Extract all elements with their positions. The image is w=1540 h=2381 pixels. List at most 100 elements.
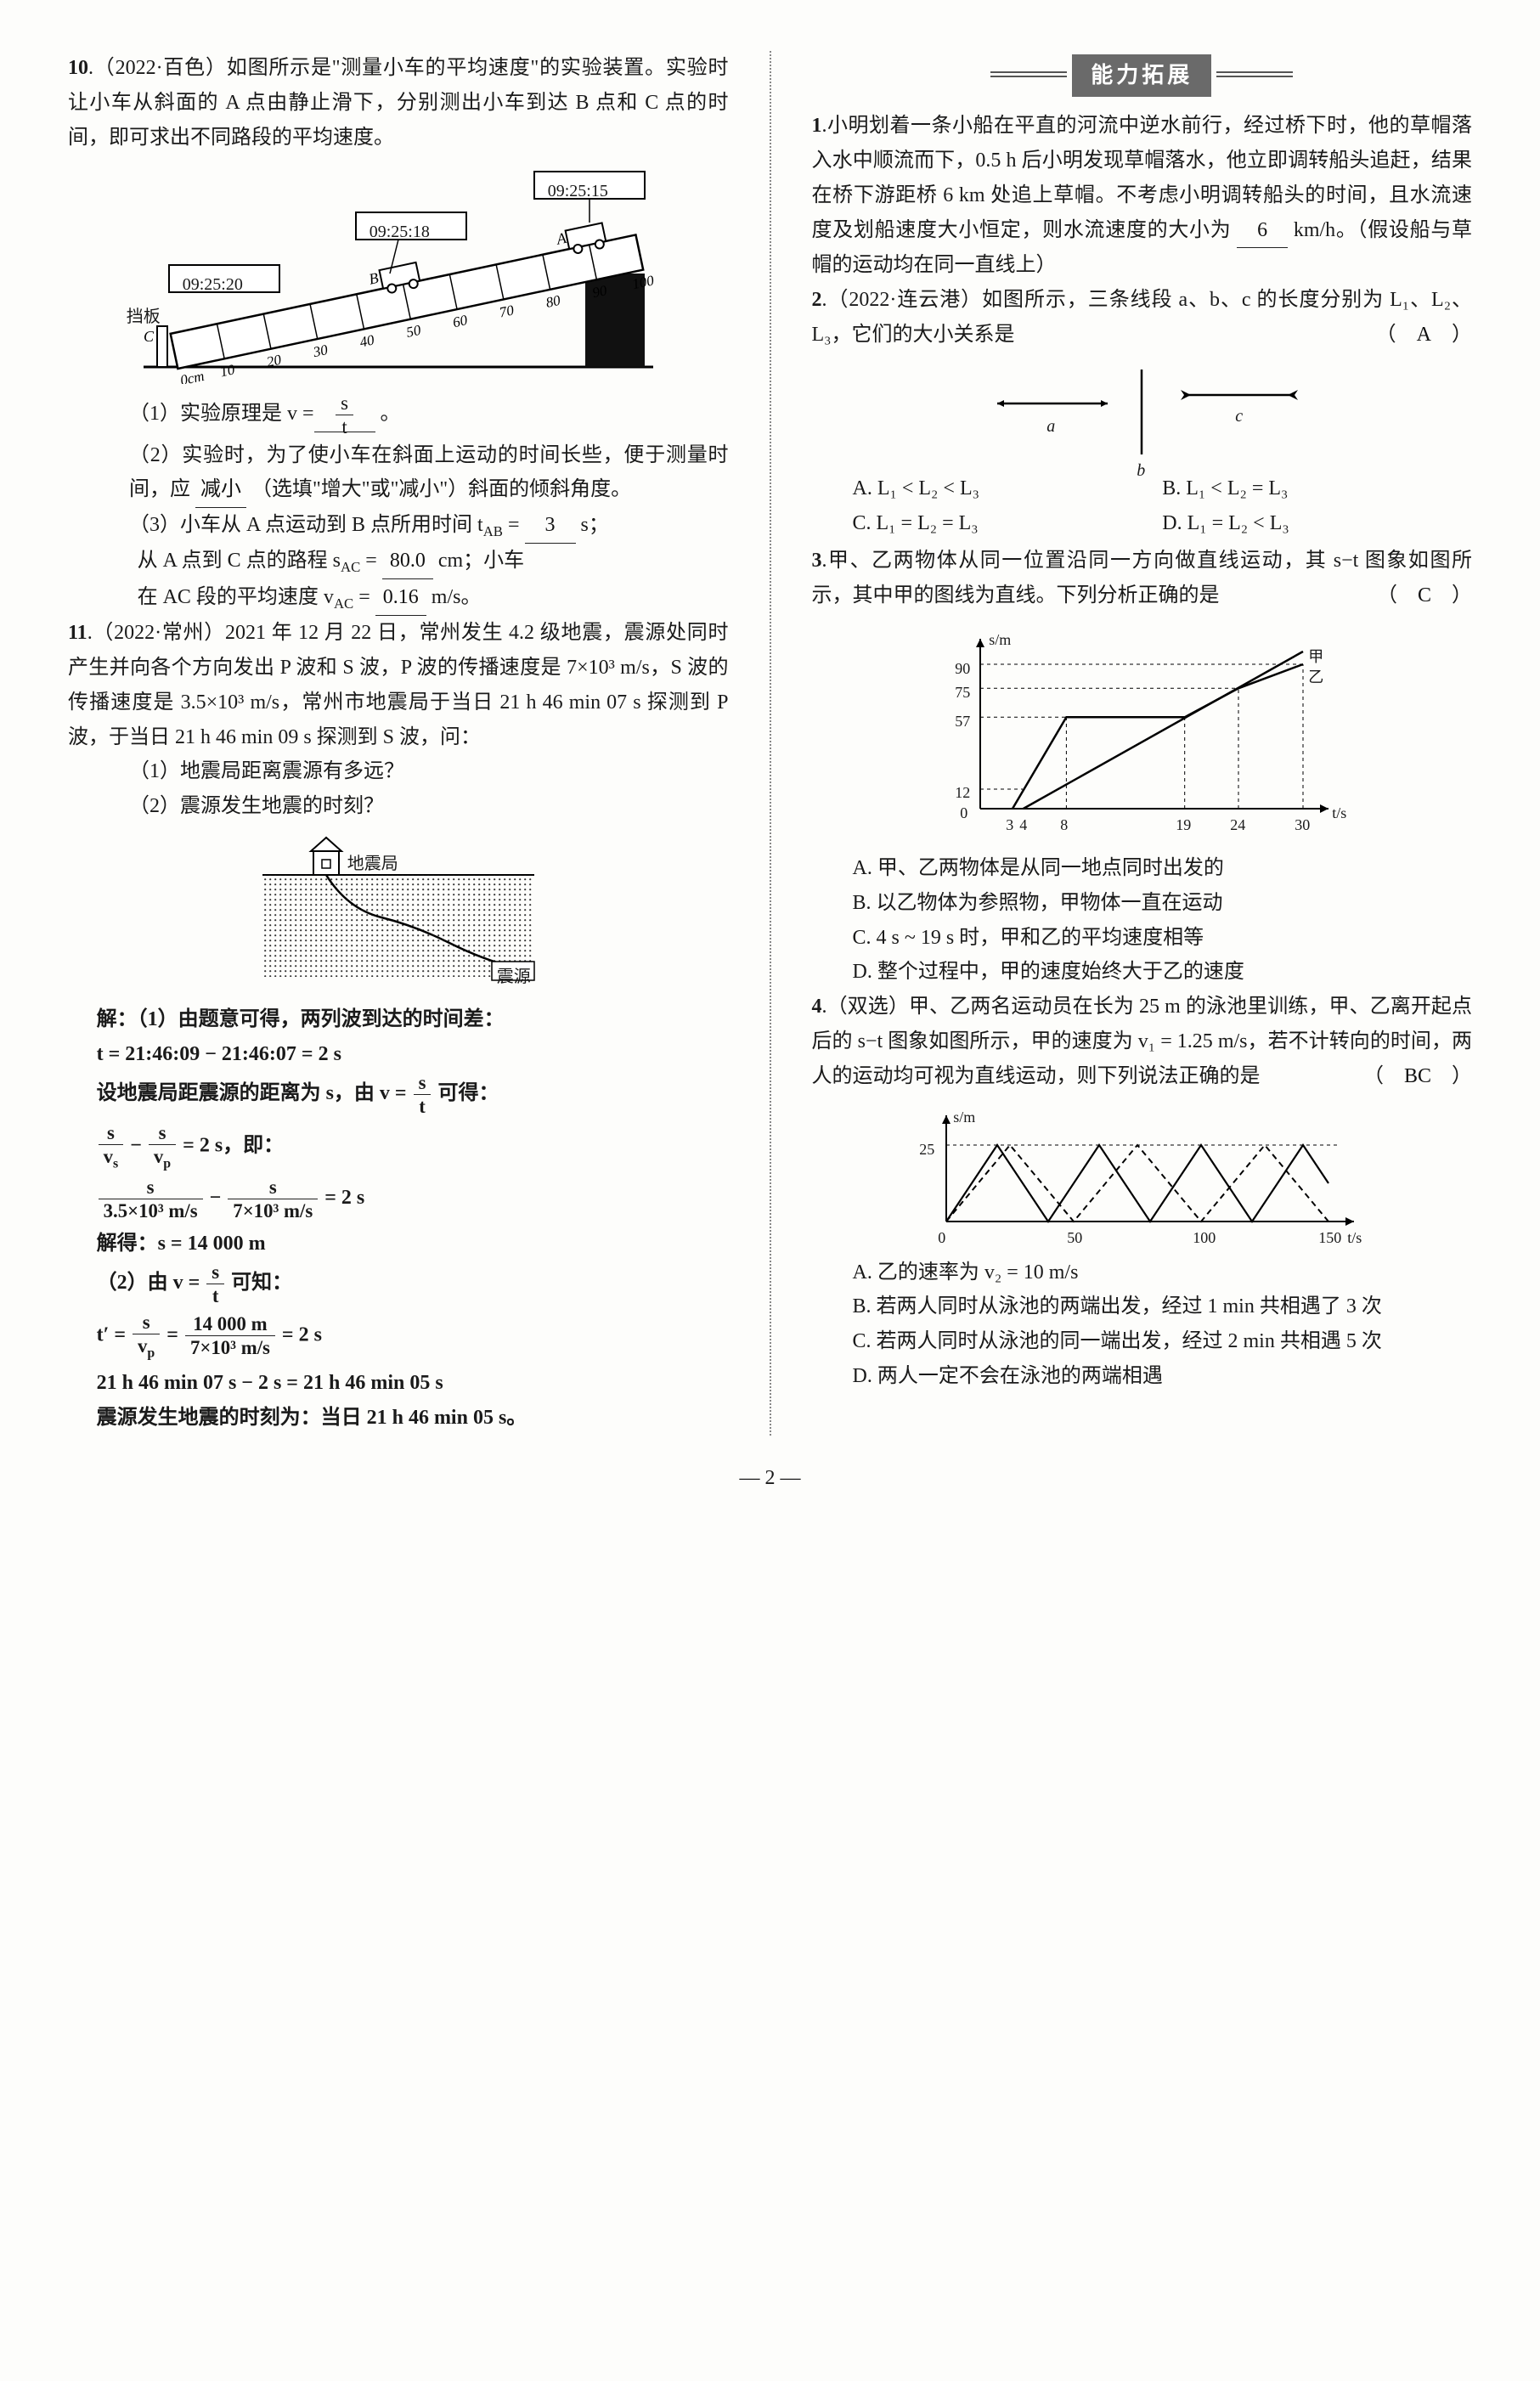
q10-p3a-unit: s；: [576, 514, 609, 536]
rq3-x5: 30: [1295, 812, 1310, 838]
rq2-num: 2: [812, 289, 822, 311]
q11-sol4-eq: = 2 s，即：: [183, 1134, 284, 1156]
q10-p3b-blank: 80.0: [382, 544, 433, 579]
rq2-seg-a: a: [1046, 412, 1055, 441]
rq4-ylabel: s/m: [953, 1104, 975, 1131]
f4ds1: s: [113, 1156, 118, 1171]
q11-sol7a: （2）由 v =: [97, 1272, 200, 1294]
q10-p1: （1）实验原理是 v = s t 。: [68, 392, 729, 437]
frac-den: t: [336, 415, 353, 437]
rq4-y25: 25: [919, 1137, 934, 1163]
q10-p2: （2）实验时，为了使小车在斜面上运动的时间长些，便于测量时间，应 减小 （选填"…: [68, 438, 729, 509]
q11-sol7b: 可知：: [231, 1272, 292, 1294]
q10-p3b-t: 从 A 点到 C 点的路程 s: [138, 550, 341, 572]
q10-p3c-t: 在 AC 段的平均速度 v: [138, 586, 334, 608]
rq3-optB: B. 以乙物体为参照物，甲物体一直在运动: [812, 886, 1473, 921]
q10-p3a: （3）小车从 A 点运动到 B 点所用时间 tAB = 3 s；: [68, 508, 729, 544]
q11-sol7: （2）由 v = st 可知：: [97, 1261, 729, 1306]
rq3-stem: 甲、乙两物体从同一位置沿同一方向做直线运动，其 s−t 图象如图所示，其中甲的图…: [812, 550, 1473, 607]
q10-time-b: 09:25:18: [369, 217, 430, 246]
f7n: s: [206, 1261, 224, 1284]
q11-p2: （2）震源发生地震的时刻？: [68, 789, 729, 824]
q11-sol4: svs − svp = 2 s，即：: [97, 1122, 729, 1171]
rq2-figure: a b c: [812, 361, 1473, 463]
rq3-y1: 12: [955, 780, 970, 806]
q11-sol3b: 可得：: [437, 1082, 499, 1104]
f5d2: 7×10³ m/s: [228, 1199, 318, 1222]
rq3-leg2: 乙: [1308, 664, 1323, 691]
q11-sol9: 21 h 46 min 07 s − 2 s = 21 h 46 min 05 …: [97, 1366, 729, 1401]
q10-num: 10: [68, 57, 88, 79]
q11-sol6: 解得：s = 14 000 m: [97, 1227, 729, 1261]
rq3-y4: 90: [955, 656, 970, 682]
q11-sol5-eq: = 2 s: [324, 1187, 364, 1209]
rq2-src: （2022·连云港）: [827, 289, 983, 311]
rq3-y2: 57: [955, 708, 970, 735]
q10-p3c-sub: AC: [334, 595, 353, 612]
q10-p3c-unit: m/s。: [426, 586, 482, 608]
q11-sol8: t′ = svp = 14 000 m7×10³ m/s = 2 s: [97, 1312, 729, 1361]
f4n1: s: [99, 1122, 124, 1145]
q11-num: 11: [68, 622, 87, 644]
q11-sol4-min: −: [130, 1134, 147, 1156]
frac-num: s: [336, 392, 353, 415]
rq3-figure: s/m t/s 0 12 57 75 90 3 4 8 19 24 30 甲 乙: [812, 622, 1473, 843]
rq4-figure: s/m 25 0 50 100 150 t/s: [812, 1103, 1473, 1247]
q10-baffle-label: 挡板: [127, 302, 161, 331]
rq4-ans: BC: [1404, 1059, 1431, 1094]
rq2-optD: D. L₁ = L₂ < L₃: [1162, 506, 1472, 541]
rq4-pre: （双选）: [827, 996, 909, 1018]
f7d: t: [206, 1284, 224, 1306]
rq3-optD: D. 整个过程中，甲的速度始终大于乙的速度: [812, 955, 1473, 990]
rq4-optD: D. 两人一定不会在泳池的两端相遇: [812, 1359, 1473, 1394]
q10-p1-prefix: （1）实验原理是 v =: [129, 403, 314, 425]
q10-p3a-sub: AB: [483, 523, 503, 539]
q10-time-a: 09:25:15: [548, 177, 608, 206]
rq3-xlabel: t/s: [1332, 800, 1346, 827]
f-d: t: [414, 1095, 432, 1117]
q10-p1-suffix: 。: [381, 403, 401, 425]
q11-stem: 11.（2022·常州）2021 年 12 月 22 日，常州发生 4.2 级地…: [68, 616, 729, 754]
q10-figure: 0cm 10 20 30 40 50 60 70 80 90 100: [68, 163, 729, 384]
rq2-seg-b: b: [1137, 456, 1145, 485]
q11-sol10: 震源发生地震的时刻为：当日 21 h 46 min 05 s。: [97, 1401, 729, 1436]
rq2-ans: A: [1417, 318, 1431, 353]
q10-src: （2022·百色）: [93, 57, 227, 79]
rq3-num: 3: [812, 550, 822, 572]
rq3-ans: C: [1418, 578, 1431, 613]
q10-p3b-sub: AC: [341, 559, 360, 575]
rq3-optC: C. 4 s ~ 19 s 时，甲和乙的平均速度相等: [812, 921, 1473, 956]
q11-sol8-eq1: =: [166, 1323, 183, 1346]
q11-sol5-min: −: [210, 1187, 227, 1209]
rq4-x3: 150: [1318, 1225, 1341, 1251]
q11-sol1: 解：（1）由题意可得，两列波到达的时间差：: [97, 1002, 729, 1037]
q11-sol3: 设地震局距震源的距离为 s，由 v = st 可得：: [97, 1072, 729, 1117]
q11-sol8a: t′ =: [97, 1323, 126, 1346]
rq3-ylabel: s/m: [989, 627, 1011, 653]
q11-sol2: t = 21:46:09 − 21:46:07 = 2 s: [97, 1037, 729, 1072]
section-banner: 能力拓展: [812, 54, 1473, 97]
rq3: 3.甲、乙两物体从同一位置沿同一方向做直线运动，其 s−t 图象如图所示，其中甲…: [812, 544, 1473, 613]
q11-sol8-eq2: = 2 s: [282, 1323, 322, 1346]
rq4-xlabel: t/s: [1347, 1225, 1362, 1251]
rq4-num: 4: [812, 996, 822, 1018]
q10-p3c-blank: 0.16: [375, 580, 426, 616]
rq3-x3: 19: [1176, 812, 1191, 838]
f5n1: s: [99, 1176, 203, 1199]
q10-stem: 10.（2022·百色）如图所示是"测量小车的平均速度"的实验装置。实验时让小车…: [68, 51, 729, 155]
f4d1: v: [104, 1146, 113, 1167]
f4d2: v: [154, 1146, 163, 1167]
q11-figure: 地震局 震源: [68, 832, 729, 994]
f5d1: 3.5×10³ m/s: [99, 1199, 203, 1222]
f8n1: s: [133, 1312, 160, 1334]
rq4-optA: A. 乙的速率为 v₂ = 10 m/s: [812, 1255, 1473, 1290]
rq4-x1: 50: [1067, 1225, 1082, 1251]
rq3-x2: 8: [1060, 812, 1068, 838]
q10-p3a-blank: 3: [525, 508, 576, 544]
q10-p3b: 从 A 点到 C 点的路程 sAC = 80.0 cm；小车: [68, 544, 729, 579]
q11-sol5: s3.5×10³ m/s − s7×10³ m/s = 2 s: [97, 1176, 729, 1222]
q10-p3b-eq: =: [360, 550, 377, 572]
q10-p3b-unit: cm；小车: [433, 550, 524, 572]
rq4: 4.（双选）甲、乙两名运动员在长为 25 m 的泳池里训练，甲、乙离开起点后的 …: [812, 990, 1473, 1093]
rq2-optC: C. L₁ = L₂ = L₃: [853, 506, 1163, 541]
